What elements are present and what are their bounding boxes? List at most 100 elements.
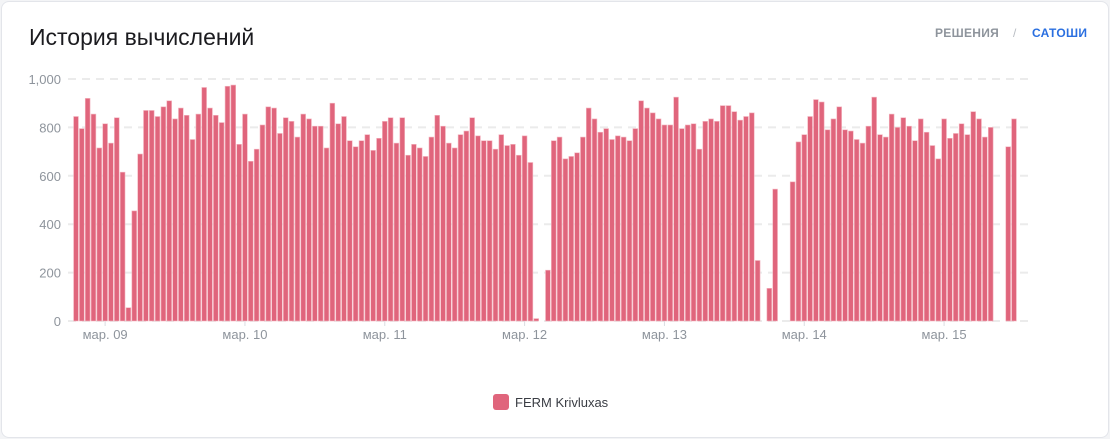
bar (894, 127, 901, 322)
toggle-separator: / (1013, 26, 1017, 40)
toggle-satoshi[interactable]: САТОШИ (1032, 26, 1088, 40)
bar (317, 125, 324, 322)
bar (655, 118, 662, 322)
bar (929, 145, 936, 322)
bar (877, 134, 883, 322)
bar (900, 117, 907, 322)
bar (638, 100, 644, 322)
bar (801, 134, 807, 322)
bar (253, 148, 260, 322)
y-tick-label: 0 (54, 314, 61, 329)
bar (224, 85, 231, 322)
bar (428, 136, 435, 322)
bar (591, 118, 598, 322)
bar (987, 127, 994, 322)
bar (277, 133, 283, 322)
bar (1005, 146, 1011, 322)
bar (883, 136, 889, 322)
bar (714, 121, 720, 322)
bar (551, 140, 557, 322)
bar (527, 162, 534, 322)
bar (358, 140, 365, 322)
bar (824, 129, 831, 322)
y-tick-label: 400 (39, 217, 61, 232)
bar (475, 135, 481, 322)
bar (702, 121, 708, 322)
bar (79, 128, 85, 322)
bar (387, 117, 394, 322)
bar (737, 119, 743, 322)
bar (154, 116, 161, 322)
bar (335, 123, 341, 322)
bar (364, 134, 371, 322)
bar (160, 106, 167, 322)
bar (341, 116, 347, 322)
bar (819, 101, 825, 322)
bar (259, 124, 266, 322)
bar (912, 140, 918, 322)
bar (568, 156, 574, 322)
x-tick-label: мар. 11 (363, 327, 407, 342)
bar (789, 181, 796, 322)
bar (830, 118, 837, 322)
bar (545, 269, 551, 322)
bar (848, 130, 854, 322)
bar (218, 122, 225, 322)
bar (201, 87, 207, 322)
bar (766, 288, 773, 322)
bar (941, 118, 947, 322)
bar (382, 121, 388, 322)
bar (632, 128, 639, 322)
bar (172, 118, 178, 322)
bar (393, 142, 400, 322)
bar (685, 124, 691, 322)
y-tick-label: 200 (39, 266, 61, 281)
bar (510, 144, 516, 322)
bar (178, 107, 184, 322)
bar (615, 135, 621, 322)
bar (644, 107, 650, 322)
bar (242, 113, 248, 322)
bar (119, 171, 126, 322)
bar (457, 134, 464, 322)
bar (283, 117, 289, 322)
bar (836, 106, 842, 322)
bar (673, 96, 679, 322)
bar (149, 110, 155, 322)
bar (597, 131, 604, 322)
bar (533, 318, 539, 322)
bar (754, 260, 761, 322)
bar (288, 121, 295, 322)
x-tick-label: мар. 14 (782, 327, 827, 342)
bar (580, 136, 586, 322)
bar (189, 139, 196, 322)
bar (947, 137, 953, 322)
bar (352, 146, 359, 322)
x-tick-label: мар. 10 (222, 327, 267, 342)
bar (556, 136, 563, 322)
x-tick-label: мар. 15 (922, 327, 967, 342)
bar (859, 142, 866, 322)
bar (102, 123, 108, 322)
bar (923, 131, 930, 322)
bar (918, 118, 924, 322)
legend-item[interactable]: FERM Krivluxas (493, 394, 608, 410)
y-tick-label: 600 (39, 169, 61, 184)
y-tick-label: 1,000 (28, 72, 61, 87)
legend-label: FERM Krivluxas (515, 394, 609, 410)
bar (347, 140, 353, 322)
bar (463, 130, 470, 322)
bar (236, 144, 242, 322)
y-tick-label: 800 (39, 120, 61, 135)
card-title: История вычислений (29, 24, 255, 50)
bar (183, 115, 190, 322)
bar (626, 140, 633, 322)
bar (574, 152, 580, 322)
bar (743, 116, 749, 322)
bar (166, 100, 172, 322)
bar (405, 154, 411, 322)
bar (96, 147, 103, 322)
toggle-solutions[interactable]: РЕШЕНИЯ (935, 26, 1000, 40)
bar (114, 117, 120, 322)
bar (504, 145, 510, 322)
